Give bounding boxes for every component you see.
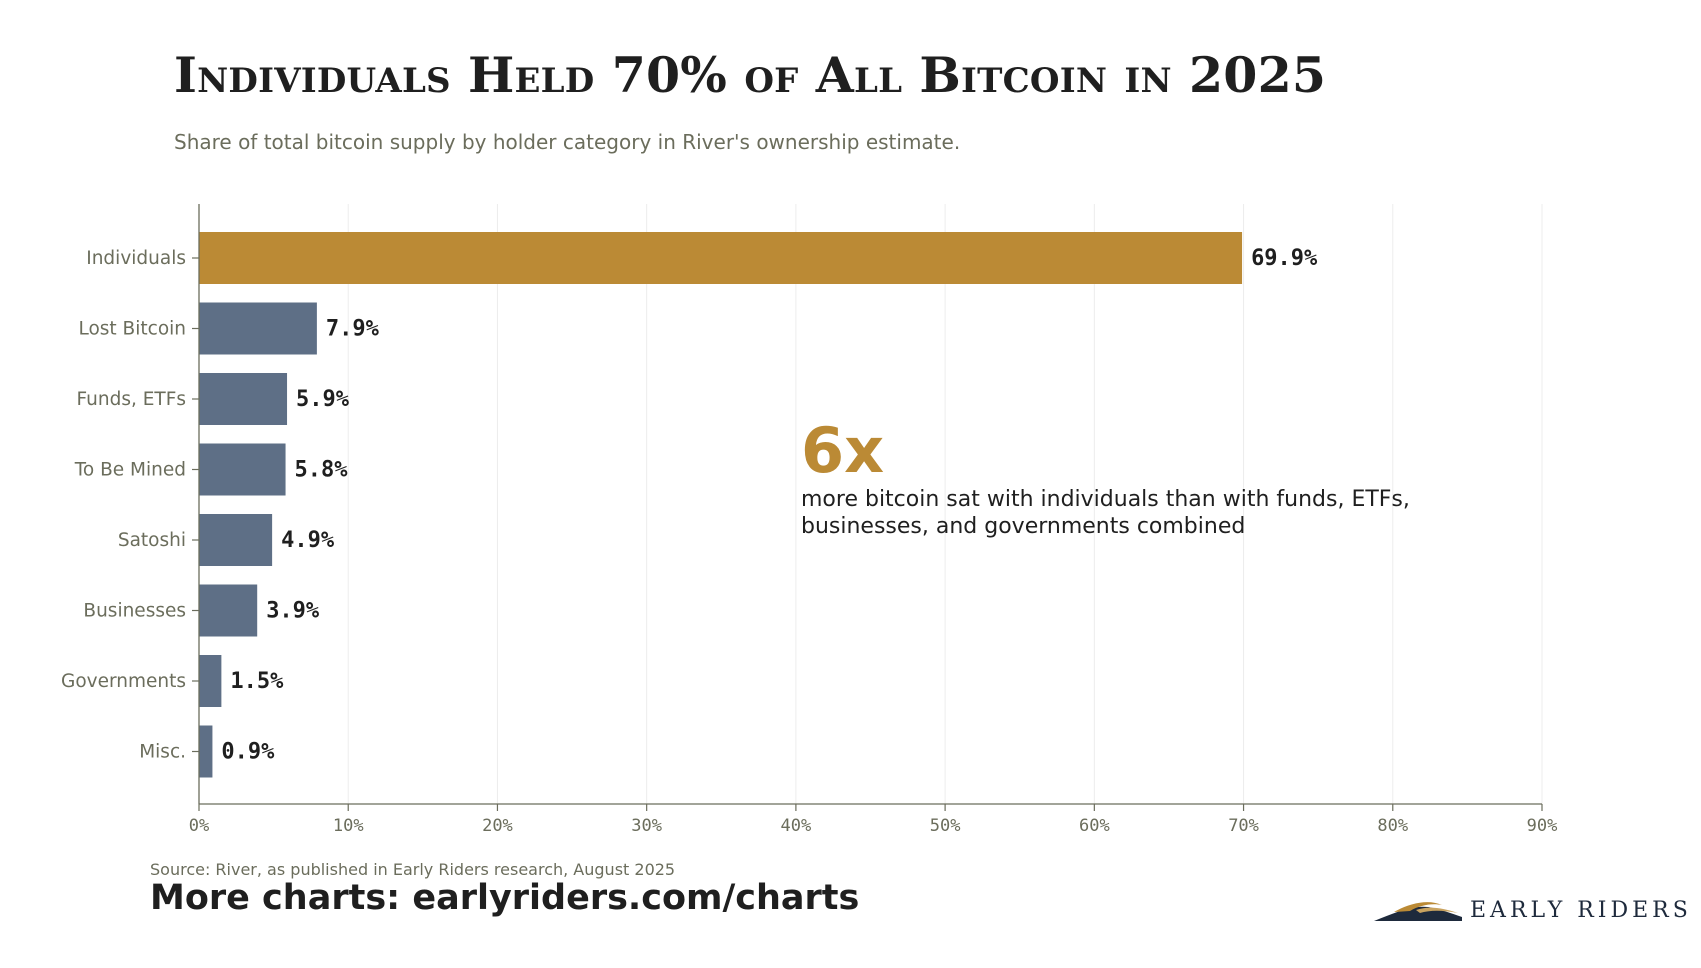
data-label: 3.9% (266, 599, 320, 624)
bar (199, 443, 286, 496)
category-label: Satoshi (118, 530, 186, 551)
brand-logo: EARLY RIDERS (1372, 895, 1688, 929)
x-tick-label: 10% (333, 816, 364, 836)
x-tick-label: 90% (1527, 816, 1558, 836)
x-tick-label: 70% (1228, 816, 1259, 836)
x-tick-label: 0% (189, 816, 209, 836)
category-label: Lost Bitcoin (78, 319, 186, 340)
source-note: Source: River, as published in Early Rid… (150, 860, 676, 879)
annotation-multiplier: 6x (801, 414, 885, 487)
data-label: 7.9% (326, 317, 380, 342)
bar (199, 373, 288, 425)
data-label: 5.9% (296, 387, 350, 412)
category-label: Governments (61, 671, 186, 692)
bar (199, 655, 222, 707)
data-label: 0.9% (221, 740, 275, 765)
category-label: Misc. (139, 742, 186, 763)
bar (199, 514, 273, 566)
x-tick-label: 60% (1079, 816, 1110, 836)
mountain-wave-logo-icon (1374, 902, 1462, 921)
data-label: 5.8% (295, 458, 349, 483)
category-label: Individuals (86, 248, 186, 269)
category-label: To Be Mined (74, 460, 186, 481)
chart-annotation: 6x more bitcoin sat with individuals tha… (801, 420, 1441, 540)
x-tick-label: 20% (482, 816, 513, 836)
more-charts-link[interactable]: More charts: earlyriders.com/charts (150, 878, 860, 918)
data-label: 69.9% (1251, 246, 1318, 271)
bar (199, 232, 1243, 284)
x-tick-label: 40% (781, 816, 812, 836)
logo-text: EARLY RIDERS (1470, 898, 1692, 923)
chart-subtitle: Share of total bitcoin supply by holder … (174, 130, 961, 154)
category-label: Funds, ETFs (77, 389, 187, 410)
category-label: Businesses (83, 601, 186, 622)
x-tick-label: 30% (631, 816, 662, 836)
x-tick-label: 80% (1377, 816, 1408, 836)
x-tick-label: 50% (930, 816, 961, 836)
bar-chart: 69.9% 7.9% 5.9% 5.8% 4.9% 3.9% 1.5% 0.9% 0% 10% 2… (61, 204, 1558, 836)
chart-title: Individuals Held 70% of All Bitcoin in 2… (174, 46, 1327, 104)
bar (199, 302, 317, 355)
annotation-text: more bitcoin sat with individuals than w… (801, 487, 1410, 539)
data-label: 4.9% (281, 528, 335, 553)
bar (199, 725, 213, 778)
data-label: 1.5% (230, 669, 284, 694)
bar (199, 584, 258, 637)
